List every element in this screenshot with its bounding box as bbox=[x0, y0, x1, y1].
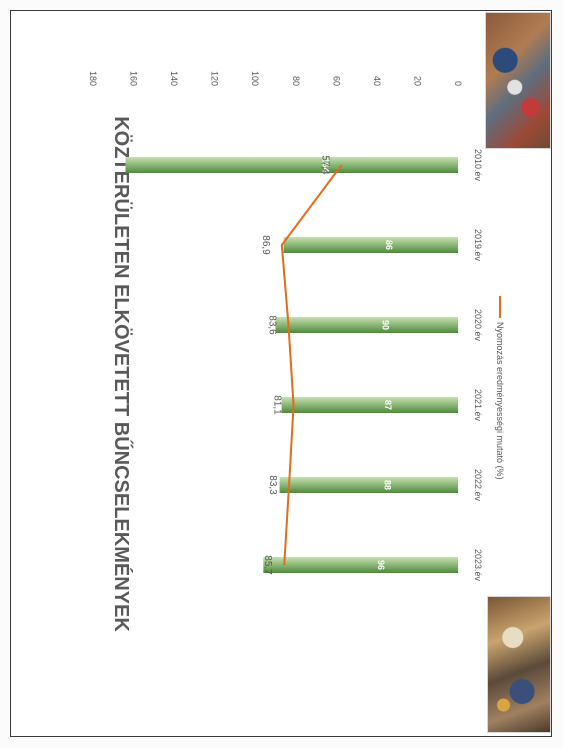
x-tick-label: 2023.év bbox=[473, 549, 483, 582]
x-axis-ticks: 2010.év 2019.év 2020.év 2021.év 2022.év 2023.… bbox=[473, 149, 483, 582]
bar bbox=[281, 397, 458, 413]
photo-bottom-right bbox=[487, 596, 551, 733]
y-tick-label: 80 bbox=[291, 76, 301, 86]
bar-value-label: 87 bbox=[383, 400, 393, 410]
y-tick-label: 120 bbox=[210, 71, 220, 86]
y-tick-label: 40 bbox=[372, 76, 382, 86]
series-line bbox=[280, 164, 343, 566]
y-tick-label: 100 bbox=[250, 71, 260, 86]
y-tick-label: 180 bbox=[88, 71, 98, 86]
x-tick-label: 2010.év bbox=[473, 149, 483, 182]
chart-title: KÖZTERÜLETEN ELKÖVETETT BŰNCSELEKMÉNYEK bbox=[110, 116, 133, 632]
x-tick-label: 2021.év bbox=[473, 389, 483, 422]
y-tick-label: 20 bbox=[412, 76, 422, 86]
line-value-label: 86,9 bbox=[260, 235, 271, 255]
bar bbox=[275, 317, 458, 333]
bar bbox=[283, 237, 458, 253]
legend: Nyomozás eredményességi mutató (%) bbox=[495, 296, 505, 480]
bars: 164 86 90 87 88 96 bbox=[125, 157, 458, 573]
line-value-label: 83,3 bbox=[267, 475, 278, 495]
x-tick-label: 2022.év bbox=[473, 469, 483, 502]
photo-top-right bbox=[485, 12, 551, 149]
line-value-label: 57,4 bbox=[320, 155, 331, 175]
bar-value-label: 90 bbox=[381, 320, 391, 330]
y-tick-label: 60 bbox=[331, 76, 341, 86]
y-tick-label: 0 bbox=[453, 81, 463, 86]
slide-frame bbox=[10, 10, 552, 737]
bar bbox=[279, 477, 458, 493]
legend-label: Nyomozás eredményességi mutató (%) bbox=[495, 322, 505, 480]
line-value-label: 85,7 bbox=[262, 555, 273, 575]
bar bbox=[125, 157, 458, 173]
line-value-labels: 57,4 86,9 83,6 81,1 83,3 85,7 bbox=[260, 155, 331, 575]
bar-value-label: 164 bbox=[321, 157, 331, 172]
x-tick-label: 2019.év bbox=[473, 229, 483, 262]
bar-value-label: 88 bbox=[382, 480, 392, 490]
y-tick-label: 160 bbox=[129, 71, 139, 86]
line-value-label: 83,6 bbox=[266, 315, 277, 335]
bar-value-label: 96 bbox=[376, 560, 386, 570]
line-value-label: 81,1 bbox=[272, 395, 283, 415]
y-axis-ticks: 0 20 40 60 80 100 120 140 160 180 bbox=[88, 71, 463, 86]
bar-value-label: 86 bbox=[384, 240, 394, 250]
bar bbox=[263, 557, 458, 573]
y-tick-label: 140 bbox=[169, 71, 179, 86]
x-tick-label: 2020.év bbox=[473, 309, 483, 342]
